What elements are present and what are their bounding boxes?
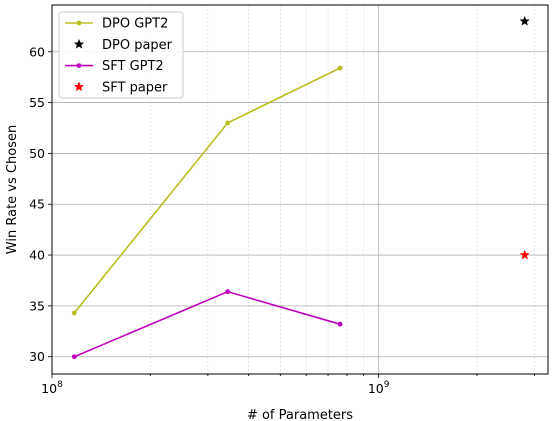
y-tick-label: 60: [29, 44, 45, 59]
legend: DPO GPT2 DPO paper SFT GPT2 SFT paper: [58, 11, 184, 99]
legend-label: DPO GPT2: [102, 17, 168, 32]
y-tick-label: 45: [29, 197, 45, 212]
ticks: 108 109 30 35 40 45 50 55 60: [29, 44, 535, 396]
series-sft-paper: [519, 249, 530, 260]
legend-item: SFT GPT2: [65, 59, 164, 74]
legend-label: SFT GPT2: [102, 59, 164, 74]
plot-frame: [51, 4, 549, 375]
data-point: [225, 289, 231, 295]
data-point: [71, 354, 77, 360]
legend-swatch-marker: [76, 20, 82, 26]
series-line: [73, 67, 341, 314]
legend-swatch-marker: [76, 63, 82, 68]
y-axis-label: Win Rate vs Chosen: [5, 125, 20, 254]
y-tick-label: 50: [29, 146, 45, 161]
series-dpo-paper: [519, 15, 530, 26]
legend-item: SFT paper: [73, 80, 168, 95]
x-tick-label: 109: [368, 380, 390, 396]
grid: [51, 5, 548, 374]
legend-swatch-marker: [73, 38, 85, 49]
legend-swatch-marker: [73, 81, 85, 92]
legend-label: DPO paper: [102, 38, 173, 53]
data-point: [225, 120, 231, 126]
series-sft-gpt2: [71, 289, 343, 360]
data-point: [519, 15, 530, 26]
y-tick-label: 35: [29, 298, 45, 313]
data-point: [337, 321, 343, 327]
series-layer: [71, 15, 530, 360]
y-tick-label: 40: [29, 248, 45, 263]
x-tick-label: 108: [41, 380, 63, 396]
data-point: [337, 65, 343, 71]
legend-label: SFT paper: [102, 80, 168, 95]
series-line: [73, 290, 341, 358]
y-tick-label: 30: [29, 349, 45, 364]
data-point: [71, 310, 77, 316]
x-axis-label: # of Parameters: [247, 408, 353, 421]
y-tick-label: 55: [29, 95, 45, 110]
data-point: [519, 249, 530, 260]
legend-box: [58, 11, 184, 99]
series-dpo-gpt2: [71, 65, 343, 316]
legend-item: DPO GPT2: [65, 17, 168, 32]
legend-item: DPO paper: [73, 38, 173, 53]
